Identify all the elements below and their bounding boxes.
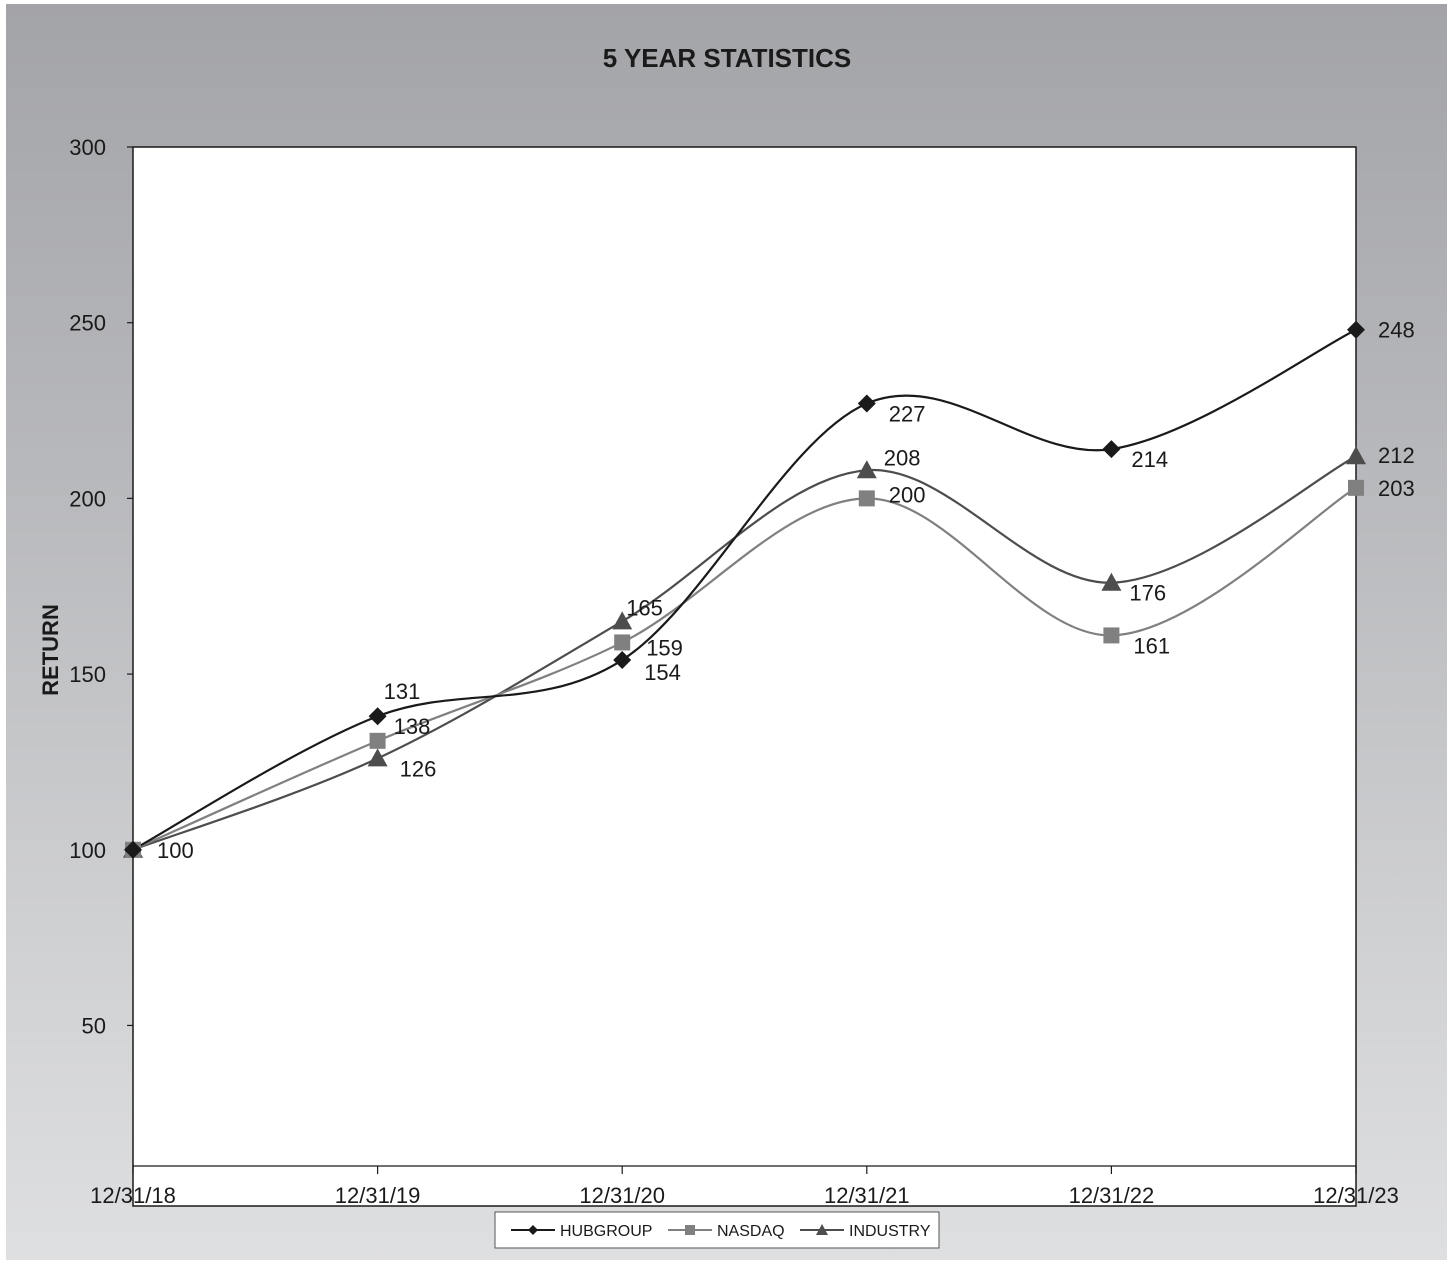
data-label-nasdaq: 203 [1378,476,1415,501]
data-label-nasdaq: 138 [394,714,431,739]
legend-marker-industry [816,1224,828,1235]
data-label-hubgroup: 154 [644,660,681,685]
x-tick-label: 12/31/23 [1313,1183,1399,1208]
data-label-hubgroup: 248 [1378,318,1415,343]
data-label-industry: 208 [884,445,921,470]
y-tick-label: 200 [69,486,106,511]
data-label-industry: 212 [1378,443,1415,468]
x-tick-label: 12/31/21 [824,1183,910,1208]
y-tick-label: 250 [69,311,106,336]
marker-nasdaq [614,634,631,651]
series-line-industry [132,455,1357,851]
plot-area [132,146,1357,1207]
x-tick-label: 12/31/18 [90,1183,176,1208]
data-label-hubgroup: 131 [384,679,421,704]
data-label-hubgroup: 100 [157,838,194,863]
marker-industry [612,611,633,630]
marker-nasdaq [858,490,875,507]
marker-hubgroup [1347,320,1365,339]
x-tick-label: 12/31/20 [579,1183,665,1208]
marker-industry [856,460,877,479]
x-axis: 12/31/18 12/31/19 12/31/20 12/31/21 12/31/22… [90,1166,1399,1208]
marker-nasdaq [1103,627,1120,644]
y-axis-label: RETURN [38,604,63,696]
series-line-nasdaq [132,486,1357,851]
series-markers [123,320,1366,859]
x-tick-label: 12/31/22 [1069,1183,1155,1208]
legend-label-industry: INDUSTRY [849,1223,931,1240]
y-tick-label: 300 [69,135,106,160]
data-label-hubgroup: 227 [889,402,926,427]
y-axis: 50 100 150 200 250 300 [69,135,133,1038]
data-label-nasdaq: 161 [1133,633,1170,658]
data-label-industry: 176 [1129,581,1166,606]
legend-marker-nasdaq [685,1225,695,1235]
legend: HUBGROUP NASDAQ INDUSTRY [494,1211,940,1249]
marker-hubgroup [368,707,387,726]
y-tick-label: 50 [82,1013,106,1038]
data-label-industry: 126 [400,756,437,781]
marker-nasdaq [369,732,386,749]
x-tick-label: 12/31/19 [335,1183,421,1208]
legend-label-hubgroup: HUBGROUP [560,1223,652,1240]
marker-hubgroup [124,840,142,859]
marker-industry [1346,446,1366,465]
marker-industry [367,748,388,767]
data-label-nasdaq: 159 [646,635,683,660]
marker-hubgroup [1102,440,1121,459]
legend-marker-hubgroup [528,1225,538,1235]
data-label-nasdaq: 200 [889,482,926,507]
series-lines [132,328,1357,851]
chart-title: 5 YEAR STATISTICS [603,43,852,73]
marker-hubgroup [857,394,876,413]
marker-nasdaq [1348,479,1364,496]
data-label-hubgroup: 214 [1131,447,1168,472]
data-labels: 100 131 154 227 214 248 138 159 200 161 203 126 165 2… [157,318,1415,863]
legend-box [494,1211,940,1249]
marker-industry [1101,572,1122,591]
data-label-industry: 165 [626,595,663,620]
y-tick-label: 150 [69,662,106,687]
legend-label-nasdaq: NASDAQ [717,1223,785,1240]
y-tick-label: 100 [69,838,106,863]
series-line-hubgroup [132,328,1357,851]
marker-hubgroup [613,651,632,670]
